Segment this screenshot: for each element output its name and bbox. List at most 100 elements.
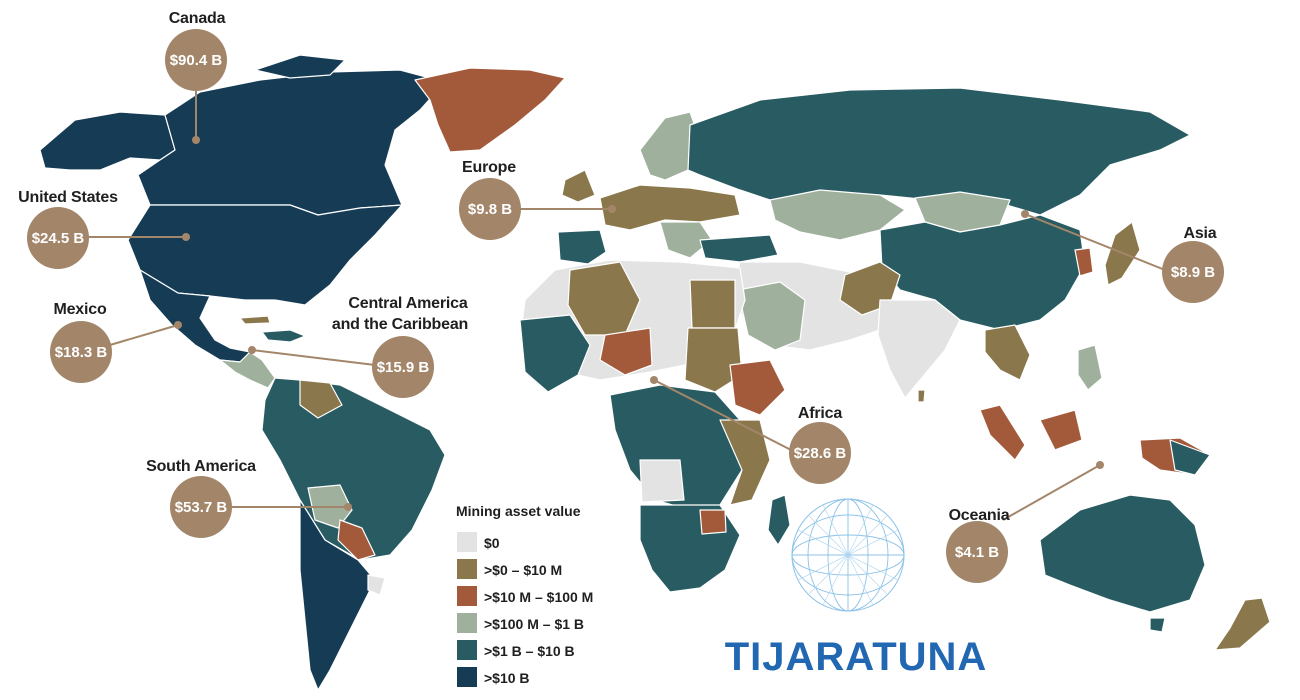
legend-label: >$0 – $10 M [484,562,562,578]
venezuela-land [299,379,343,419]
globe-mesh-icon [791,498,905,612]
united-states-label: United States [18,189,118,206]
brand-logo: TIJARATUNA [725,498,988,679]
legend-item: >$0 – $10 M [457,559,562,579]
east-africa-land [719,419,771,506]
mexico-label: Mexico [53,301,106,318]
india-land [877,299,961,399]
philippines-land [1077,344,1103,391]
mexico-leader-dot [174,321,182,329]
united-states-bubble [27,207,89,269]
uk-ireland [561,169,596,203]
south-america-label: South America [146,458,256,475]
asia-bubble [1162,241,1224,303]
legend-label: >$100 M – $1 B [484,616,584,632]
tasmania-land [1149,617,1166,633]
ethiopia-land [729,359,786,416]
europe-value: $9.8 B [468,201,512,218]
legend-label: $0 [484,535,500,551]
south-america-value: $53.7 B [175,499,228,516]
canada-label: Canada [169,10,226,27]
usa-leader-dot [182,233,190,241]
south-america-north [261,377,446,561]
central-america-leader-dot [248,346,256,354]
canada-islands [254,54,346,79]
canada-bubble [165,29,227,91]
central-america-value: $15.9 B [377,359,430,376]
oceania-leader-dot [1096,461,1104,469]
land-masses [39,54,1271,691]
angola-land [639,459,685,503]
legend-swatch [457,640,477,660]
united-states-value: $24.5 B [32,230,85,247]
africa-leader [653,379,796,453]
asia-value: $8.9 B [1171,264,1215,281]
asia-leader [1024,213,1166,271]
europe-leader-dot [608,205,616,213]
korea-land [1074,247,1094,277]
legend-swatch [457,586,477,606]
australia-land [1039,494,1206,613]
legend-items: $0 >$0 – $10 M >$10 M – $100 M >$100 M –… [457,532,593,687]
canada-value: $90.4 B [170,52,223,69]
region-callouts: Canada $90.4 B United States $24.5 B Mex… [18,10,1224,583]
southeast-asia-land [984,324,1031,381]
central-america-bubble [372,336,434,398]
brand-name: TIJARATUNA [725,635,988,679]
legend-label: >$10 M – $100 M [484,589,593,605]
mexico-leader [109,324,179,346]
canada-land [137,69,446,216]
legend-label: >$1 B – $10 B [484,643,575,659]
caribbean-islands [261,329,306,343]
central-america-leader [251,349,376,366]
legend-title: Mining asset value [456,503,581,519]
greenland-land [414,67,566,153]
zimbabwe-land [699,509,727,535]
legend-item: >$10 B [457,667,530,687]
africa-label: Africa [798,405,842,422]
oceania-leader [1002,464,1101,521]
iberia-land [557,229,607,265]
south-america-bubble [170,476,232,538]
legend: Mining asset value $0 >$0 – $10 M >$10 M… [456,503,593,687]
leader-lines [86,90,1166,521]
africa-value: $28.6 B [794,445,847,462]
southern-cone-land [299,499,376,691]
madagascar-land [767,494,791,546]
new-zealand-land [1214,597,1271,651]
europe-label: Europe [462,159,516,176]
sri-lanka [917,389,926,403]
niger-land [599,327,653,376]
legend-item: $0 [457,532,500,552]
africa-leader-dot [650,376,658,384]
russia-land [687,87,1191,216]
alaska-land [39,111,176,171]
balkans-land [659,221,713,259]
asia-label: Asia [1184,225,1217,242]
legend-label: >$10 B [484,670,530,686]
legend-swatch [457,532,477,552]
cuba-island [239,315,271,325]
paraguay-land [337,519,376,561]
legend-swatch [457,613,477,633]
sudan-land [684,327,743,393]
legend-item: >$1 B – $10 B [457,640,575,660]
west-africa-land [519,314,591,393]
central-america-label-line1: Central America [348,295,467,312]
europe-bubble [459,178,521,240]
indonesia-west [979,404,1026,461]
legend-swatch [457,667,477,687]
oceania-label: Oceania [949,507,1010,524]
egypt-land [689,279,736,329]
asia-leader-dot [1021,210,1029,218]
oceania-value: $4.1 B [955,544,999,561]
legend-item: >$10 M – $100 M [457,586,593,606]
africa-bubble [789,422,851,484]
mexico-value: $18.3 B [55,344,108,361]
south-america-leader-dot [344,503,352,511]
png-land [1169,439,1211,476]
western-europe [599,184,741,231]
central-america-label-line2: and the Caribbean [332,316,468,333]
mexico-bubble [50,321,112,383]
